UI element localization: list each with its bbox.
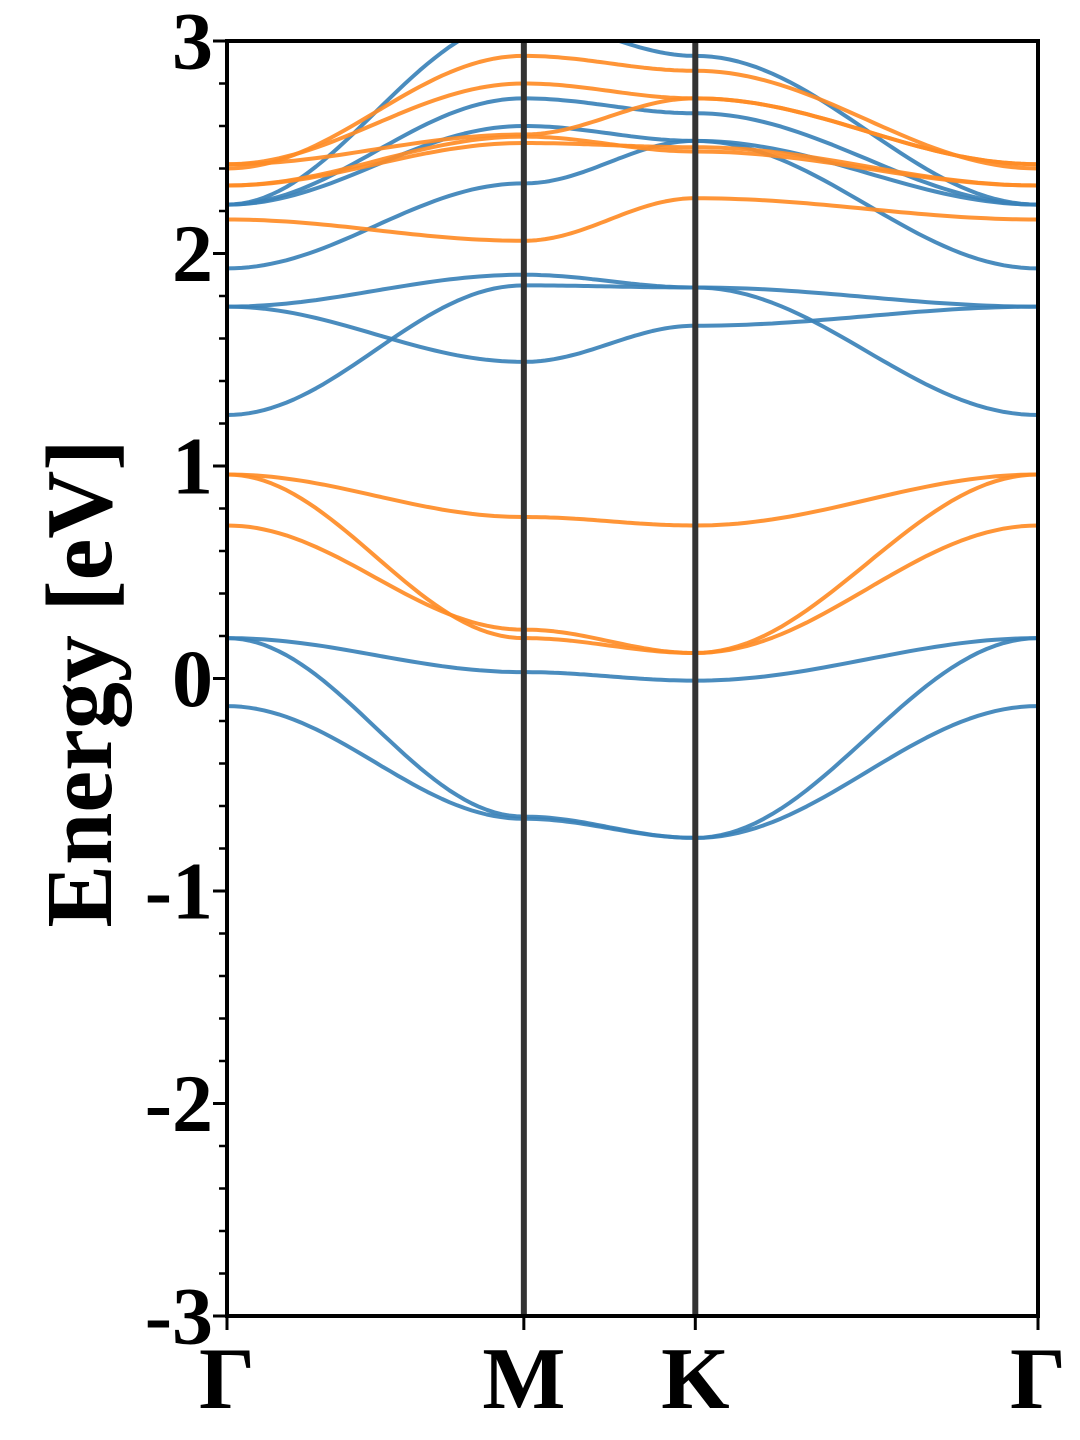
band-line-9 — [227, 283, 1038, 417]
band-line-14 — [227, 196, 1038, 243]
x-tick-label-4: Γ — [1010, 1331, 1066, 1428]
y-tick-label: -2 — [145, 1058, 213, 1149]
y-tick-label: -1 — [145, 846, 213, 937]
band-line-10 — [227, 138, 1038, 271]
band-line-19 — [227, 53, 1038, 171]
bands-layer — [227, 41, 1038, 840]
ticks-layer: -3 -2 -1 0 1 2 3 Γ M K Γ — [145, 0, 1066, 1428]
band-line-16 — [227, 134, 1038, 188]
band-line-18 — [227, 81, 1038, 167]
band-line-8 — [227, 272, 1038, 309]
band-line-2 — [227, 636, 1038, 840]
y-tick-label: 0 — [172, 633, 213, 724]
x-tick-label-3: K — [661, 1331, 729, 1428]
y-tick-label: 1 — [172, 421, 213, 512]
y-tick-label: -3 — [145, 1271, 213, 1362]
band-line-3 — [227, 704, 1038, 840]
y-axis-title: Energy [eV] — [28, 439, 132, 927]
x-tick-label-2: M — [482, 1331, 565, 1428]
band-line-1 — [227, 636, 1038, 683]
band-line-5 — [227, 472, 1038, 655]
band-line-6 — [227, 523, 1038, 655]
band-line-4 — [227, 472, 1038, 528]
y-tick-label: 2 — [172, 208, 213, 299]
band-line-12 — [227, 96, 1038, 207]
kpath-lines-layer — [520, 41, 699, 1316]
band-line-7 — [227, 304, 1038, 364]
x-tick-label-1: Γ — [199, 1331, 255, 1428]
y-tick-label: 3 — [172, 0, 213, 87]
